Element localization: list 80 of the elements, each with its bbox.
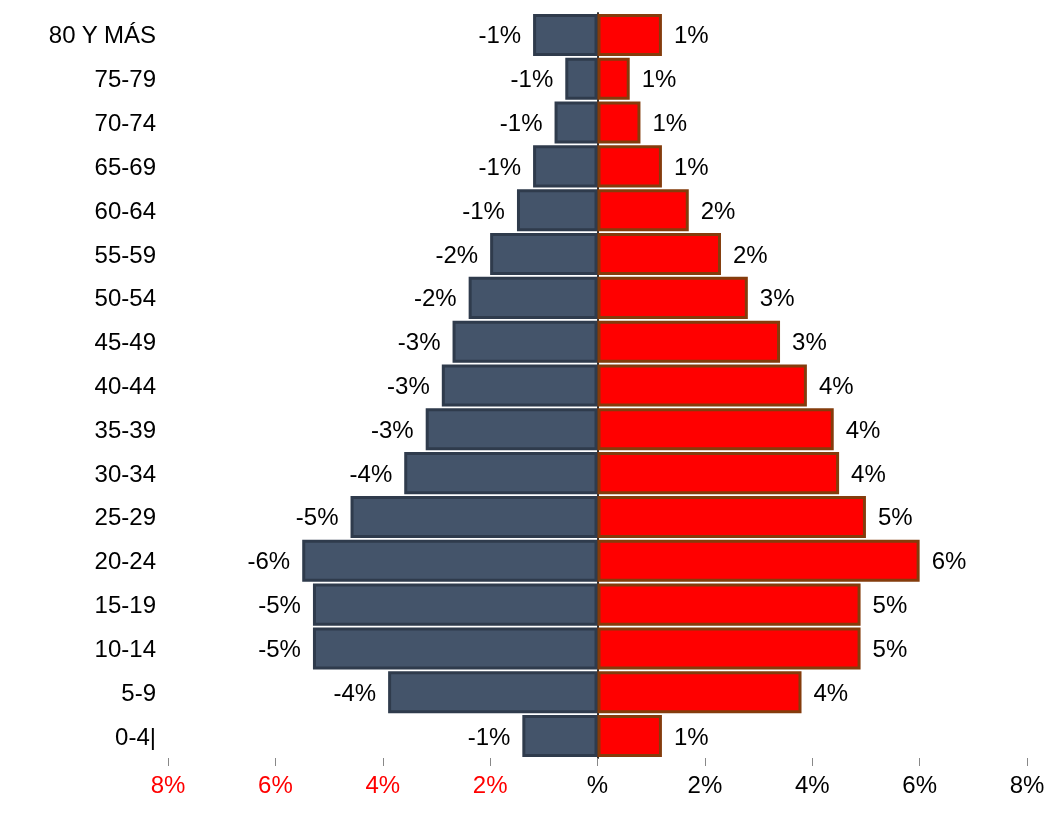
y-tick-label: 70-74 (94, 109, 156, 137)
data-label: -5% (258, 591, 301, 619)
data-label: 1% (673, 152, 709, 180)
data-label: 5% (872, 591, 908, 619)
data-label: 5% (877, 503, 913, 531)
bar (533, 13, 598, 56)
data-label: 4% (813, 678, 849, 706)
data-label: 4% (845, 415, 881, 443)
data-label: 1% (673, 722, 709, 750)
data-label: -3% (371, 415, 414, 443)
y-tick-label: 25-29 (94, 503, 156, 531)
y-tick-label: 0-4| (115, 722, 156, 750)
data-label: -1% (462, 196, 505, 224)
x-tick-label: 4% (365, 770, 401, 798)
bar (468, 276, 598, 319)
bar (597, 276, 748, 319)
data-label: -5% (295, 503, 339, 531)
bar (597, 671, 802, 714)
y-tick-label: 65-69 (94, 152, 156, 180)
x-tick-label: % (586, 770, 609, 798)
data-label: -1% (467, 722, 511, 750)
y-tick-label: 60-64 (94, 196, 156, 224)
y-tick-label: 10-14 (94, 634, 156, 662)
bar (516, 189, 598, 232)
data-label: -6% (247, 547, 291, 575)
data-label: -4% (333, 678, 377, 706)
data-label: -1% (478, 152, 522, 180)
x-tick-label: 6% (258, 770, 293, 798)
bar (597, 57, 630, 100)
bar (350, 495, 598, 539)
data-label: -2% (435, 240, 479, 268)
bar (597, 715, 662, 758)
bar (302, 539, 598, 582)
x-tick-label: 8% (150, 770, 186, 798)
y-tick-label: 45-49 (94, 328, 156, 356)
y-tick-label: 15-19 (94, 591, 156, 619)
data-label: -1% (499, 109, 543, 137)
x-tick-label: 2% (687, 770, 723, 798)
bar (597, 189, 689, 232)
data-label: 1% (652, 109, 688, 137)
bar (490, 232, 598, 276)
bar (597, 495, 866, 539)
data-label: -1% (510, 65, 554, 93)
bar (597, 452, 840, 495)
y-tick-label: 20-24 (94, 547, 156, 575)
bar (522, 715, 598, 758)
data-label: 4% (818, 372, 854, 399)
bar (388, 671, 598, 714)
y-tick-label: 75-79 (94, 65, 156, 93)
bar (565, 57, 598, 100)
data-label: 2% (700, 196, 736, 224)
y-tick-label: 30-34 (94, 459, 156, 487)
data-label: -4% (349, 459, 393, 487)
data-label: 5% (872, 634, 908, 662)
data-label: 3% (792, 328, 827, 356)
x-tick-label: 2% (472, 770, 508, 798)
y-tick-label: 35-39 (94, 415, 156, 443)
data-label: 3% (759, 284, 795, 312)
data-label: -1% (478, 21, 522, 49)
bar (597, 13, 662, 56)
bar (597, 232, 721, 276)
y-tick-label: 5-9 (121, 678, 156, 706)
data-label: -3% (387, 372, 430, 399)
x-tick-label: 6% (902, 770, 937, 798)
data-label: 4% (851, 459, 886, 487)
data-label: -2% (413, 284, 457, 312)
y-tick-label: 40-44 (94, 372, 156, 399)
bar (404, 452, 598, 495)
x-tick-label: 8% (1009, 770, 1045, 798)
data-label: -3% (397, 328, 441, 356)
y-tick-label: 55-59 (94, 240, 156, 268)
data-label: 6% (931, 547, 967, 575)
data-label: -5% (258, 634, 301, 662)
x-tick-label: 4% (794, 770, 830, 798)
data-label: 1% (673, 21, 709, 49)
bar (597, 539, 920, 582)
y-tick-label: 80 Y MÁS (48, 21, 156, 49)
y-tick-label: 50-54 (94, 284, 156, 312)
data-label: 2% (732, 240, 768, 268)
data-label: 1% (641, 65, 677, 93)
